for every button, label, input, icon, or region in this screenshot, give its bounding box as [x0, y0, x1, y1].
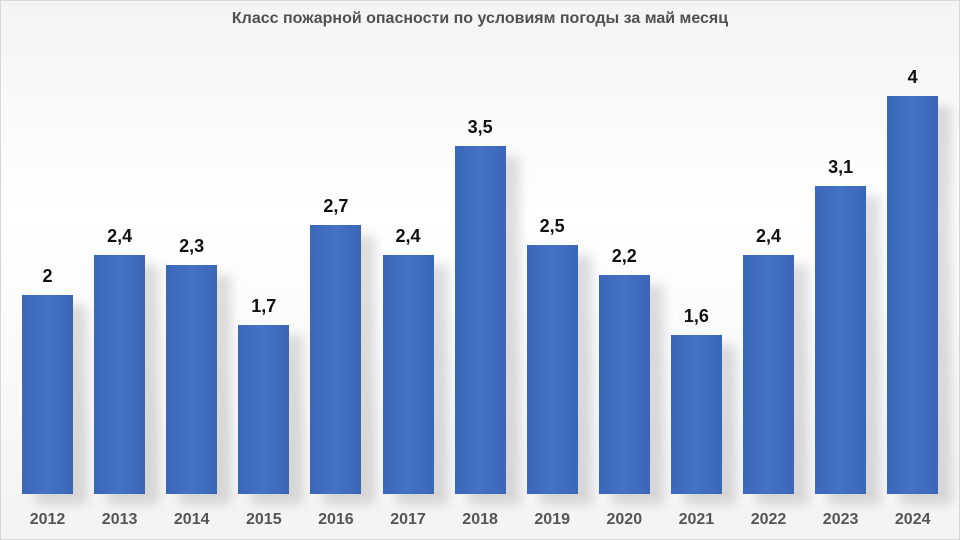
bar — [670, 334, 722, 494]
data-label: 2 — [42, 266, 53, 286]
bar — [238, 324, 290, 494]
x-tick-label: 2022 — [750, 511, 787, 528]
bar — [815, 185, 867, 494]
bar — [598, 275, 650, 494]
x-tick-label: 2017 — [390, 511, 426, 528]
bar — [887, 96, 939, 494]
data-label: 2,3 — [179, 236, 205, 257]
bar — [22, 295, 73, 494]
x-tick-label: 2021 — [678, 511, 715, 528]
x-tick-label: 2016 — [318, 511, 354, 528]
x-tick-label: 2015 — [246, 511, 282, 528]
data-label: 2,4 — [395, 226, 421, 247]
x-tick-label: 2024 — [894, 511, 931, 528]
data-label: 4 — [907, 67, 918, 87]
x-tick-label: 2012 — [29, 511, 66, 528]
chart-title: Класс пожарной опасности по условиям пог… — [231, 10, 729, 27]
x-tick-label: 2014 — [173, 511, 210, 528]
data-label: 2,5 — [539, 216, 565, 237]
data-label: 2,4 — [755, 226, 782, 247]
x-tick-label: 2018 — [462, 511, 498, 528]
x-tick-label: 2013 — [101, 511, 138, 528]
data-label: 2,2 — [611, 246, 637, 267]
data-label: 1,6 — [683, 305, 709, 326]
data-label: 2,4 — [107, 226, 133, 247]
x-tick-label: 2019 — [534, 511, 570, 528]
data-label: 2,7 — [323, 196, 349, 217]
data-label: 1,7 — [251, 295, 277, 316]
bar — [526, 245, 578, 494]
bar — [166, 265, 218, 494]
bar — [310, 225, 362, 494]
x-tick-label: 2023 — [822, 511, 859, 528]
data-label: 3,1 — [828, 156, 854, 177]
data-label: 3,5 — [467, 116, 493, 137]
x-tick-label: 2020 — [606, 511, 643, 528]
bar — [94, 255, 146, 494]
bar — [382, 255, 434, 494]
bar — [454, 145, 506, 494]
bar — [743, 255, 794, 494]
